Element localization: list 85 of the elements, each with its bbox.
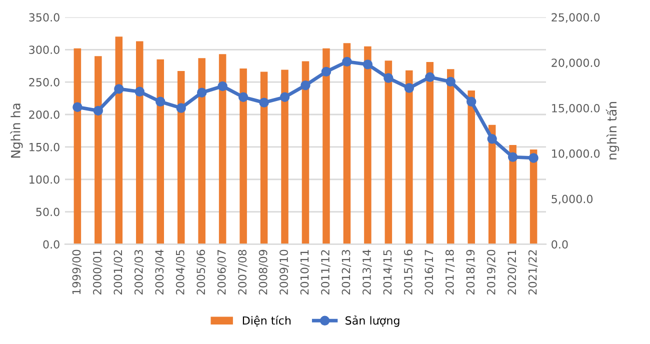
bar (198, 58, 206, 244)
y2-axis-title: nghìn tấn (606, 102, 620, 160)
point (487, 134, 497, 144)
point (321, 66, 332, 77)
y2-tick-label: 0.0 (552, 240, 568, 249)
bar (447, 69, 454, 244)
bar (74, 48, 82, 244)
x-tick-label: 2016/17 (424, 250, 434, 294)
bar (322, 48, 330, 244)
x-tick-label: 2004/05 (176, 250, 186, 294)
y2-tick-label: 20,000.0 (552, 58, 600, 68)
point (466, 96, 476, 107)
x-tick-label: 2021/22 (528, 250, 538, 294)
point (218, 81, 228, 92)
bar (156, 59, 164, 244)
bar (115, 36, 123, 244)
x-tick-label: 2011/12 (321, 250, 330, 294)
bar (260, 72, 268, 244)
bar (281, 70, 288, 244)
bar (136, 41, 144, 244)
point (176, 103, 186, 113)
x-tick-label: 2015/16 (404, 250, 414, 294)
bar (343, 43, 351, 244)
point (280, 92, 290, 102)
y2-tick-label: 5,000.0 (552, 194, 593, 204)
bar (426, 62, 434, 244)
x-tick-label: 2013/14 (362, 250, 372, 294)
bar (302, 61, 310, 244)
y2-tick-label: 25,000.0 (552, 13, 600, 23)
x-tick-label: 2012/13 (342, 250, 352, 294)
bar (218, 54, 226, 244)
x-tick-label: 2003/04 (155, 250, 164, 294)
x-tick-label: 2018/19 (466, 250, 476, 294)
bar (509, 144, 516, 244)
point (508, 152, 518, 162)
y-tick-label: 200.0 (29, 110, 60, 119)
y-tick-label: 100.0 (30, 175, 60, 184)
bar (468, 90, 475, 244)
bar (177, 71, 185, 244)
point (342, 56, 352, 67)
x-tick-label: 2010/11 (300, 250, 310, 294)
y2-tick-label: 15,000.0 (552, 104, 600, 114)
x-tick-label: 2000/01 (92, 250, 102, 294)
point (362, 60, 373, 70)
x-tick-label: 2008/09 (258, 250, 268, 294)
bar (384, 60, 392, 244)
x-tick-label: 2014/15 (383, 250, 393, 294)
point (134, 86, 144, 97)
y-tick-label: 50.0 (36, 208, 60, 216)
legend-label: Sản lượng (346, 316, 400, 327)
point (384, 73, 394, 83)
point (528, 153, 538, 163)
x-tick-label: 2009/10 (280, 250, 289, 294)
bar (364, 46, 372, 244)
point (72, 102, 82, 112)
x-tick-label: 2005/06 (196, 250, 206, 294)
x-tick-label: 2019/20 (486, 250, 496, 294)
point (238, 92, 248, 102)
bar (240, 68, 247, 244)
y-tick-label: 350.0 (29, 13, 60, 22)
bar (406, 70, 413, 244)
point (425, 72, 435, 82)
legend-label: Diện tích (242, 316, 291, 327)
bar (94, 56, 102, 244)
y-tick-label: 250.0 (29, 78, 60, 86)
point (196, 88, 207, 98)
y-tick-label: 0.0 (43, 240, 60, 249)
y2-tick-label: 10,000.0 (552, 149, 600, 159)
x-tick-label: 2002/03 (134, 250, 144, 294)
x-tick-label: 2007/08 (238, 250, 248, 294)
point (404, 83, 414, 93)
point (156, 96, 166, 107)
y-axis-title: Nghìn ha (10, 104, 23, 158)
y-tick-label: 300.0 (29, 46, 60, 54)
x-tick-label: 2017/18 (445, 250, 455, 294)
x-tick-label: 1999/00 (72, 250, 82, 294)
point (446, 76, 456, 87)
x-tick-label: 2020/21 (508, 250, 517, 294)
x-tick-label: 2006/07 (217, 250, 227, 294)
y-tick-label: 150.0 (30, 142, 60, 152)
point (93, 106, 104, 116)
point (259, 98, 269, 108)
point (300, 80, 310, 90)
point (114, 84, 124, 94)
x-tick-label: 2001/02 (114, 250, 123, 294)
